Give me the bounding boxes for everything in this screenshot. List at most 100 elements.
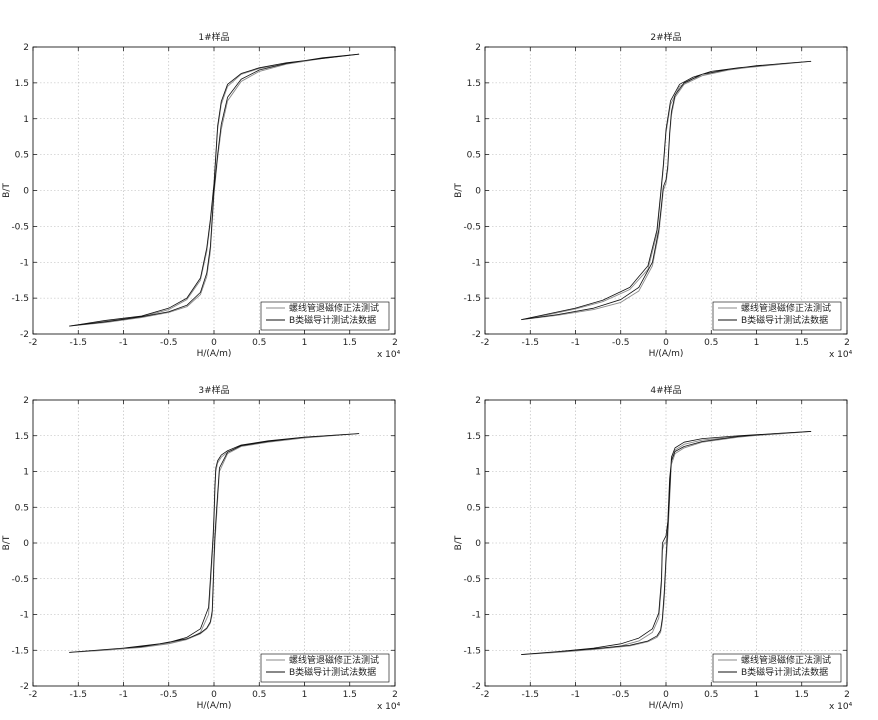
y-tick-label: 2: [23, 396, 29, 406]
y-tick-label: 1: [23, 468, 29, 478]
chart-title: 1#样品: [198, 31, 229, 43]
x-tick-label: -0.5: [160, 338, 178, 348]
x-tick-label: -0.5: [612, 338, 630, 348]
x-tick-label: -2: [29, 690, 38, 700]
x-tick-label: 0: [211, 690, 217, 700]
x-tick-label: -2: [481, 690, 490, 700]
y-tick-label: 0.5: [15, 503, 29, 513]
y-tick-label: -1.5: [463, 646, 481, 656]
legend-box: [260, 301, 390, 331]
x-tick-label: 1: [754, 690, 760, 700]
x-tick-label: 2: [392, 690, 398, 700]
y-axis-label: B/T: [454, 535, 464, 550]
x-tick-label: -2: [29, 338, 38, 348]
x-tick-label: 1.5: [343, 338, 357, 348]
y-tick-label: 0: [23, 539, 29, 549]
legend-entry-1: 螺线管退磁修正法测试: [741, 654, 831, 666]
x-tick-label: 0: [663, 690, 669, 700]
y-tick-label: -2: [20, 682, 29, 692]
x-tick-label: 1.5: [795, 338, 809, 348]
y-axis-label: B/T: [2, 535, 12, 550]
series-line-2: [521, 60, 812, 321]
legend-entry-2: B类磁导计测试法数据: [289, 314, 376, 326]
y-tick-label: 1.5: [467, 79, 481, 89]
x-tick-label: 1.5: [343, 690, 357, 700]
x-axis-multiplier: x 10⁴: [829, 350, 853, 360]
x-tick-label: 1: [754, 338, 760, 348]
chart-panel-4: -2 -1.5 -1 -0.5 0 0.5 1 1.5 2 -2 -1.5 -1 -0.5 0 0.5 1 1.…: [454, 384, 853, 712]
x-tick-label: -1: [571, 690, 580, 700]
chart-panel-3: -2 -1.5 -1 -0.5 0 0.5 1 1.5 2 -2 -1.5 -1 -0.5 0 0.5 1 1.…: [2, 384, 401, 712]
x-tick-label: 1.5: [795, 690, 809, 700]
x-tick-label: 2: [392, 338, 398, 348]
x-axis-label: H/(A/m): [197, 701, 232, 711]
x-tick-label: 0: [663, 338, 669, 348]
x-axis-label: H/(A/m): [649, 701, 684, 711]
y-tick-label: -1: [20, 611, 29, 621]
x-tick-label: 0.5: [704, 690, 718, 700]
x-tick-label: -0.5: [160, 690, 178, 700]
x-tick-label: -1: [571, 338, 580, 348]
y-tick-label: -0.5: [463, 222, 481, 232]
y-tick-label: 1.5: [15, 79, 29, 89]
x-tick-label: 1: [302, 338, 308, 348]
chart-title: 2#样品: [650, 31, 681, 43]
x-tick-label: 1: [302, 690, 308, 700]
y-tick-label: -0.5: [463, 575, 481, 585]
legend-entry-2: B类磁导计测试法数据: [289, 666, 376, 678]
x-tick-label: 2: [844, 690, 850, 700]
x-tick-label: -1: [119, 690, 128, 700]
x-tick-label: -1.5: [69, 338, 87, 348]
y-tick-label: -0.5: [11, 222, 29, 232]
y-tick-label: -1.5: [463, 294, 481, 304]
y-tick-label: 2: [475, 396, 481, 406]
y-tick-label: -2: [20, 330, 29, 340]
y-tick-label: 1: [475, 468, 481, 478]
y-tick-label: 2: [23, 43, 29, 53]
y-axis-label: B/T: [2, 183, 12, 198]
chart-panel-1: -2 -1.5 -1 -0.5 0 0.5 1 1.5 2 -2 -1.5 -1 -0.5 0 0.5 1 1.…: [2, 31, 401, 360]
series-line-2: [69, 433, 360, 653]
y-axis-label: B/T: [454, 183, 464, 198]
x-axis-label: H/(A/m): [197, 349, 232, 359]
x-axis-label: H/(A/m): [649, 349, 684, 359]
y-tick-label: 1: [475, 115, 481, 125]
y-tick-label: 1.5: [467, 432, 481, 442]
y-tick-label: -2: [472, 682, 481, 692]
y-tick-label: -1: [20, 258, 29, 268]
legend-box: [260, 653, 390, 683]
y-tick-label: -0.5: [11, 575, 29, 585]
series-line-2: [69, 53, 360, 327]
y-tick-label: -1.5: [11, 646, 29, 656]
x-tick-label: -1.5: [69, 690, 87, 700]
y-tick-label: -1: [472, 258, 481, 268]
chart-title: 4#样品: [650, 384, 681, 396]
x-tick-label: 0.5: [704, 338, 718, 348]
y-tick-label: 1: [23, 115, 29, 125]
legend-box: [712, 653, 842, 683]
y-tick-label: 0.5: [15, 151, 29, 161]
y-tick-label: -1.5: [11, 294, 29, 304]
x-axis-multiplier: x 10⁴: [829, 702, 853, 712]
legend-entry-1: 螺线管退磁修正法测试: [289, 654, 379, 666]
y-tick-label: 2: [475, 43, 481, 53]
chart-panel-2: -2 -1.5 -1 -0.5 0 0.5 1 1.5 2 -2 -1.5 -1 -0.5 0 0.5 1 1.…: [454, 31, 853, 360]
legend-entry-2: B类磁导计测试法数据: [741, 666, 828, 678]
y-tick-label: 1.5: [15, 432, 29, 442]
y-tick-label: 0.5: [467, 503, 481, 513]
legend-entry-1: 螺线管退磁修正法测试: [741, 302, 831, 314]
x-axis-multiplier: x 10⁴: [377, 350, 401, 360]
chart-title: 3#样品: [198, 384, 229, 396]
x-tick-label: -1.5: [521, 690, 539, 700]
x-tick-label: -1.5: [521, 338, 539, 348]
legend-entry-2: B类磁导计测试法数据: [741, 314, 828, 326]
y-tick-label: 0: [475, 539, 481, 549]
x-axis-multiplier: x 10⁴: [377, 702, 401, 712]
x-tick-label: 0.5: [252, 338, 266, 348]
legend-box: [712, 301, 842, 331]
x-tick-label: 2: [844, 338, 850, 348]
